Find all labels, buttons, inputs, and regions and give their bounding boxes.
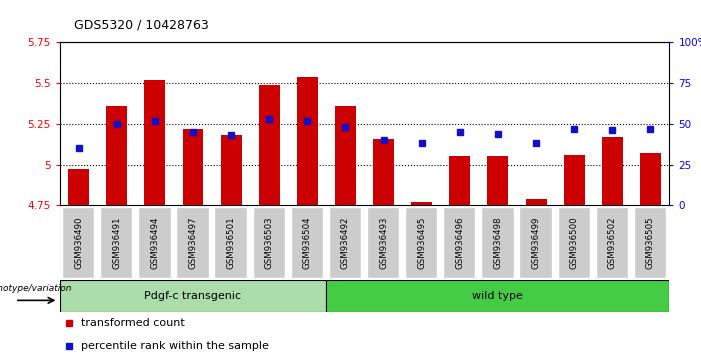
Bar <box>335 106 356 205</box>
FancyBboxPatch shape <box>292 207 323 278</box>
Text: GSM936502: GSM936502 <box>608 216 617 269</box>
Text: GDS5320 / 10428763: GDS5320 / 10428763 <box>74 19 208 32</box>
Text: GSM936501: GSM936501 <box>226 216 236 269</box>
Text: GSM936490: GSM936490 <box>74 216 83 269</box>
Bar <box>221 135 242 205</box>
Text: GSM936493: GSM936493 <box>379 216 388 269</box>
FancyBboxPatch shape <box>444 207 475 278</box>
Text: GSM936503: GSM936503 <box>265 216 273 269</box>
Bar <box>526 199 547 205</box>
Text: GSM936496: GSM936496 <box>456 216 464 269</box>
FancyBboxPatch shape <box>368 207 399 278</box>
Text: GSM936499: GSM936499 <box>531 216 540 269</box>
FancyBboxPatch shape <box>635 207 666 278</box>
FancyBboxPatch shape <box>330 207 361 278</box>
Text: GSM936495: GSM936495 <box>417 216 426 269</box>
Bar <box>601 137 622 205</box>
FancyBboxPatch shape <box>406 207 437 278</box>
Bar <box>68 170 89 205</box>
Bar <box>640 153 661 205</box>
FancyBboxPatch shape <box>215 207 247 278</box>
Text: GSM936498: GSM936498 <box>494 216 503 269</box>
Bar <box>449 156 470 205</box>
Text: transformed count: transformed count <box>81 318 184 328</box>
Text: percentile rank within the sample: percentile rank within the sample <box>81 341 268 351</box>
Text: GSM936494: GSM936494 <box>151 216 159 269</box>
Bar <box>259 85 280 205</box>
Bar <box>411 202 433 205</box>
Bar <box>144 80 165 205</box>
Text: GSM936500: GSM936500 <box>570 216 578 269</box>
Text: Pdgf-c transgenic: Pdgf-c transgenic <box>144 291 242 301</box>
Text: GSM936491: GSM936491 <box>112 216 121 269</box>
Bar <box>487 156 508 205</box>
Bar <box>297 77 318 205</box>
Bar <box>373 138 394 205</box>
FancyBboxPatch shape <box>139 207 170 278</box>
Text: genotype/variation: genotype/variation <box>0 284 72 293</box>
FancyBboxPatch shape <box>327 280 669 312</box>
Bar <box>564 155 585 205</box>
FancyBboxPatch shape <box>63 207 94 278</box>
FancyBboxPatch shape <box>520 207 552 278</box>
Text: GSM936492: GSM936492 <box>341 216 350 269</box>
Text: GSM936497: GSM936497 <box>189 216 198 269</box>
Bar <box>107 106 128 205</box>
FancyBboxPatch shape <box>60 280 327 312</box>
FancyBboxPatch shape <box>559 207 590 278</box>
Bar <box>182 129 203 205</box>
FancyBboxPatch shape <box>177 207 209 278</box>
FancyBboxPatch shape <box>101 207 132 278</box>
Text: wild type: wild type <box>472 291 524 301</box>
FancyBboxPatch shape <box>482 207 514 278</box>
Text: GSM936505: GSM936505 <box>646 216 655 269</box>
FancyBboxPatch shape <box>597 207 628 278</box>
FancyBboxPatch shape <box>254 207 285 278</box>
Text: GSM936504: GSM936504 <box>303 216 312 269</box>
